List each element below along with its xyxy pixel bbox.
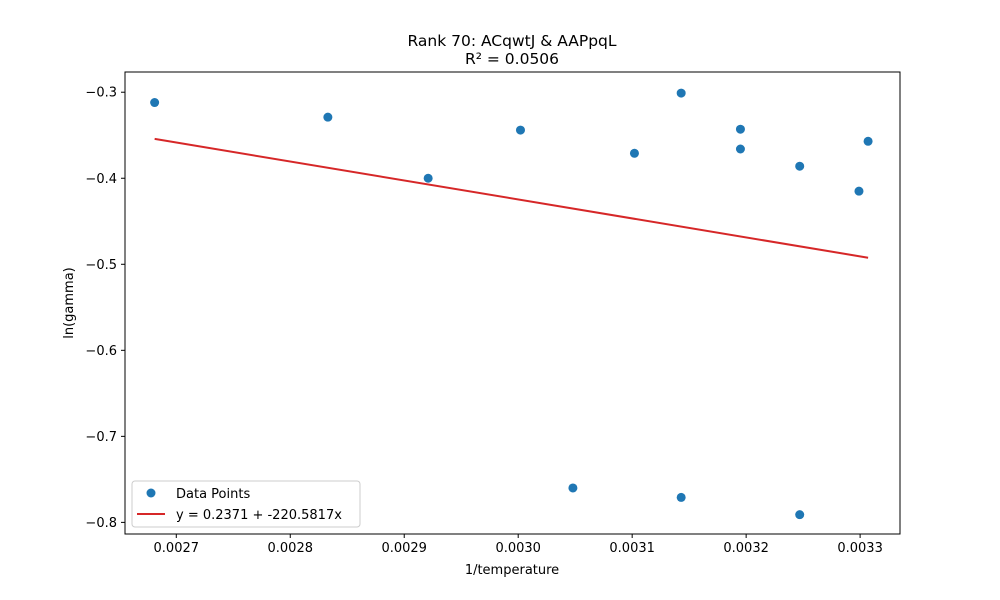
x-tick-label: 0.0028	[268, 541, 314, 556]
chart-subtitle: R² = 0.0506	[465, 50, 559, 68]
fit-line	[154, 137, 869, 259]
y-axis-label: ln(gamma)	[62, 267, 77, 339]
data-point	[423, 173, 433, 183]
data-point	[150, 98, 160, 108]
x-axis-label: 1/temperature	[465, 563, 559, 578]
x-axis: 0.0027 0.0028 0.0029 0.0030 0.0031 0.0032 0.00…	[154, 534, 883, 556]
y-tick-label: −0.4	[85, 172, 117, 187]
data-point	[795, 510, 805, 520]
chart-title: Rank 70: ACqwtJ & AAPpqL	[407, 32, 616, 50]
data-point	[568, 483, 578, 493]
legend: Data Points y = 0.2371 + -220.5817x	[131, 480, 361, 528]
data-point	[735, 124, 745, 134]
x-tick-label: 0.0030	[495, 541, 541, 556]
x-tick-label: 0.0031	[609, 541, 655, 556]
legend-label-data-points: Data Points	[176, 487, 250, 502]
x-tick-label: 0.0029	[381, 541, 427, 556]
data-point	[629, 148, 639, 158]
data-point	[735, 144, 745, 154]
data-point	[863, 136, 873, 146]
y-tick-label: −0.6	[85, 344, 117, 359]
plot-area	[150, 88, 873, 520]
y-axis: −0.3 −0.4 −0.5 −0.6 −0.7 −0.8	[85, 86, 125, 531]
legend-label-fit-line: y = 0.2371 + -220.5817x	[176, 508, 342, 523]
y-tick-label: −0.7	[85, 430, 117, 445]
data-point	[676, 88, 686, 98]
plot-frame	[124, 71, 901, 535]
legend-box	[131, 480, 361, 528]
data-point	[676, 492, 686, 502]
x-tick-label: 0.0033	[837, 541, 883, 556]
data-point	[323, 112, 333, 122]
y-tick-label: −0.5	[85, 258, 117, 273]
y-tick-label: −0.8	[85, 516, 117, 531]
legend-marker-data-points	[146, 488, 156, 498]
data-point	[515, 125, 525, 135]
x-tick-label: 0.0032	[723, 541, 769, 556]
data-point	[854, 186, 864, 196]
data-point	[795, 161, 805, 171]
y-tick-label: −0.3	[85, 86, 117, 101]
x-tick-label: 0.0027	[154, 541, 200, 556]
